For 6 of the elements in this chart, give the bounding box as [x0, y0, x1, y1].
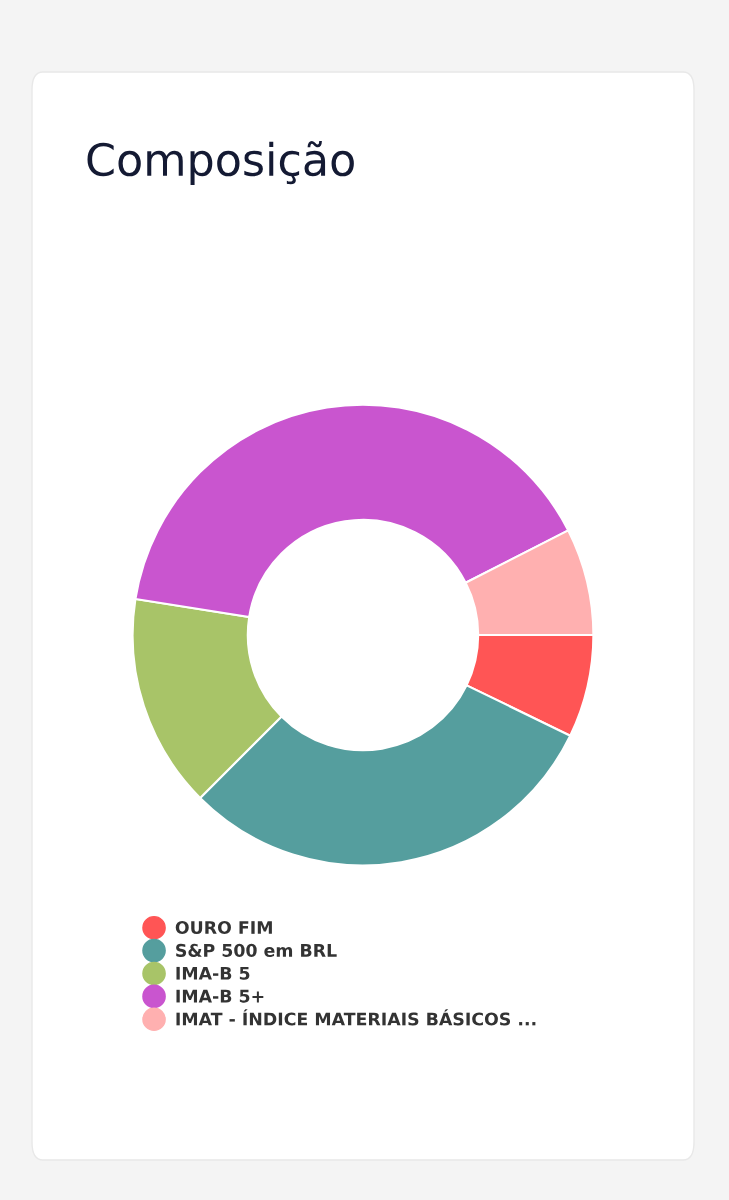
chart-title: Composição: [87, 141, 354, 185]
legend-label: IMA-B 5: [176, 966, 250, 980]
legend-label: IMAT - ÍNDICE MATERIAIS BÁSICOS ...: [176, 1009, 536, 1026]
legend-label: OURO FIM: [175, 920, 272, 935]
legend-label: S&P 500 em BRL: [176, 943, 337, 957]
legend-label: IMA-B 5+: [176, 989, 264, 1003]
